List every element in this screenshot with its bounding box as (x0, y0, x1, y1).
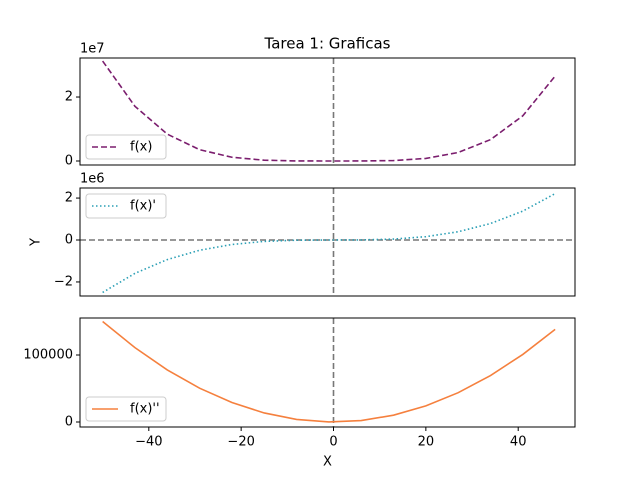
y-tick-label: 0 (65, 154, 73, 169)
x-tick-label: −40 (135, 435, 162, 450)
y-tick-label: 2 (65, 90, 73, 105)
x-tick-label: 0 (329, 435, 337, 450)
subplot: 1e6 Y −2 0 2 f(x)' (29, 172, 576, 297)
y-tick-label: 0 (65, 233, 73, 248)
y-tick-label: 0 (65, 415, 73, 430)
x-tick-label: 20 (418, 435, 435, 450)
legend-box (85, 193, 167, 219)
offset-text: 1e6 (80, 172, 105, 187)
y-tick-label: 2 (65, 191, 73, 206)
data-line (102, 192, 556, 294)
y-tick-label: −2 (54, 274, 73, 289)
legend-box (85, 134, 167, 160)
y-tick-label: 100000 (23, 347, 73, 362)
subplot: 0 100000 −40 −20 0 20 40 Xf(x)'' (23, 317, 576, 470)
data-line (102, 320, 556, 423)
axes-frame (79, 57, 576, 166)
x-tick-label: −20 (227, 435, 254, 450)
axes-frame (79, 187, 576, 297)
legend-label: f(x)' (130, 199, 156, 214)
y-axis-label: Y (29, 238, 44, 247)
data-line (101, 60, 556, 162)
chart-title: Tarea 1: Graficas (264, 35, 391, 53)
offset-text: 1e7 (80, 42, 105, 57)
x-axis-label: X (323, 455, 332, 470)
legend-box (85, 396, 167, 422)
axes-frame (79, 317, 576, 428)
subplot: Tarea 1: Graficas 1e7 0 2 f(x) (65, 35, 576, 169)
legend-label: f(x)'' (130, 402, 160, 417)
x-tick-label: 40 (510, 435, 527, 450)
legend-label: f(x) (130, 140, 152, 155)
